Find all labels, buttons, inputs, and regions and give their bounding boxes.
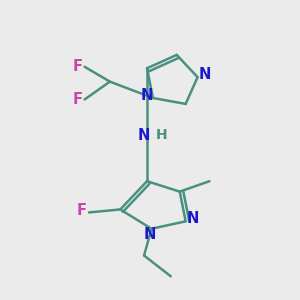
Text: H: H [156,128,168,142]
Text: F: F [72,59,82,74]
Text: F: F [76,203,87,218]
Text: N: N [141,88,153,103]
Text: N: N [138,128,150,142]
Text: F: F [72,92,82,107]
Text: N: N [144,227,156,242]
Text: N: N [187,211,199,226]
Text: N: N [199,67,211,82]
